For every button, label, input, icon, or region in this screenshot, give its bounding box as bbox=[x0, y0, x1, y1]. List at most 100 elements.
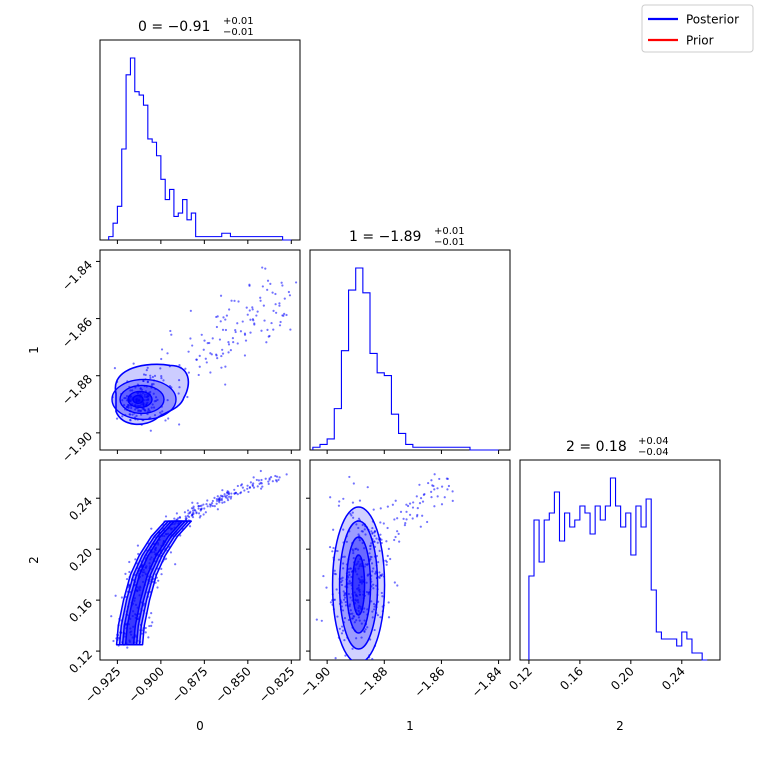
scatter-point bbox=[408, 502, 412, 505]
scatter-point bbox=[215, 502, 218, 505]
scatter-point bbox=[259, 469, 262, 473]
x-axis-label-2: 2 bbox=[616, 719, 624, 733]
scatter-point bbox=[197, 373, 200, 377]
scatter-point bbox=[271, 291, 274, 294]
scatter-point bbox=[440, 503, 444, 506]
scatter-point bbox=[272, 309, 275, 312]
y-tick-label: −1.86 bbox=[59, 315, 95, 351]
scatter-point bbox=[128, 560, 131, 564]
scatter-point bbox=[149, 558, 152, 561]
scatter-point bbox=[241, 486, 244, 489]
scatter-point bbox=[249, 318, 252, 321]
histogram-2 bbox=[528, 477, 708, 661]
scatter-point bbox=[197, 512, 201, 515]
scatter-0-2 bbox=[110, 469, 288, 649]
scatter-point bbox=[267, 482, 270, 486]
scatter-point bbox=[251, 308, 254, 311]
scatter-point bbox=[177, 522, 180, 525]
scatter-point bbox=[334, 657, 337, 660]
scatter-point bbox=[253, 322, 256, 325]
scatter-point bbox=[280, 281, 283, 284]
scatter-point bbox=[382, 522, 385, 525]
scatter-point bbox=[220, 497, 223, 500]
scatter-point bbox=[174, 521, 177, 524]
scatter-point bbox=[357, 526, 360, 530]
scatter-point bbox=[126, 403, 130, 407]
scatter-point bbox=[147, 636, 150, 639]
scatter-point bbox=[262, 304, 265, 307]
scatter-point bbox=[135, 414, 138, 417]
scatter-point bbox=[131, 413, 134, 416]
scatter-point bbox=[229, 348, 232, 352]
scatter-point bbox=[205, 503, 208, 506]
scatter-point bbox=[221, 352, 225, 355]
scatter-point bbox=[154, 546, 158, 549]
scatter-point bbox=[352, 551, 355, 555]
scatter-point bbox=[211, 504, 214, 508]
scatter-point bbox=[141, 580, 145, 584]
scatter-point bbox=[379, 616, 382, 619]
panel-scatter-1-2 bbox=[309, 459, 511, 661]
scatter-point bbox=[341, 609, 345, 612]
scatter-point bbox=[285, 473, 288, 476]
scatter-point bbox=[355, 637, 358, 640]
scatter-point bbox=[360, 622, 363, 625]
scatter-point bbox=[259, 296, 262, 299]
scatter-point bbox=[161, 410, 164, 413]
scatter-point bbox=[274, 292, 277, 296]
scatter-point bbox=[433, 473, 436, 476]
scatter-point bbox=[220, 354, 223, 358]
scatter-point bbox=[352, 482, 355, 485]
scatter-point bbox=[130, 630, 133, 633]
scatter-point bbox=[216, 508, 219, 511]
scatter-point bbox=[226, 499, 230, 502]
scatter-point bbox=[190, 507, 194, 510]
scatter-point bbox=[372, 583, 375, 586]
x-axis-label-0: 0 bbox=[196, 719, 204, 733]
scatter-point bbox=[356, 595, 359, 598]
scatter-point bbox=[216, 357, 219, 360]
scatter-point bbox=[144, 566, 148, 569]
scatter-point bbox=[178, 363, 181, 367]
title-0-minus: −0.01 bbox=[223, 27, 254, 38]
title-1-minus: −0.01 bbox=[434, 237, 465, 248]
scatter-point bbox=[142, 373, 146, 376]
scatter-point bbox=[144, 373, 147, 377]
scatter-point bbox=[257, 479, 261, 482]
scatter-point bbox=[184, 367, 187, 370]
scatter-point bbox=[358, 539, 361, 542]
scatter-point bbox=[136, 544, 140, 547]
scatter-point bbox=[354, 569, 357, 572]
scatter-point bbox=[252, 482, 255, 485]
scatter-point bbox=[260, 478, 263, 482]
scatter-point bbox=[129, 395, 132, 398]
scatter-point bbox=[195, 358, 198, 361]
scatter-point bbox=[150, 624, 153, 627]
scatter-point bbox=[160, 357, 163, 361]
scatter-point bbox=[371, 532, 374, 535]
scatter-point bbox=[357, 616, 361, 619]
x-tick-label: −1.88 bbox=[354, 664, 390, 700]
scatter-point bbox=[217, 498, 220, 501]
scatter-point bbox=[202, 348, 205, 351]
scatter-point bbox=[348, 582, 351, 585]
scatter-point bbox=[224, 365, 227, 368]
scatter-point bbox=[385, 560, 388, 564]
scatter-point bbox=[403, 524, 407, 527]
scatter-point bbox=[287, 290, 290, 294]
scatter-point bbox=[157, 579, 160, 582]
scatter-point bbox=[233, 299, 236, 302]
scatter-point bbox=[358, 619, 361, 622]
scatter-point bbox=[408, 513, 412, 516]
scatter-point bbox=[219, 494, 223, 497]
scatter-point bbox=[138, 594, 141, 597]
scatter-point bbox=[211, 499, 214, 503]
scatter-point bbox=[416, 513, 419, 517]
scatter-point bbox=[430, 479, 433, 482]
scatter-point bbox=[115, 417, 119, 420]
y-tick-label: −1.88 bbox=[59, 372, 95, 408]
x-tick-label: −0.900 bbox=[126, 664, 167, 705]
scatter-point bbox=[230, 492, 233, 495]
scatter-point bbox=[142, 568, 145, 572]
scatter-point bbox=[188, 525, 192, 528]
